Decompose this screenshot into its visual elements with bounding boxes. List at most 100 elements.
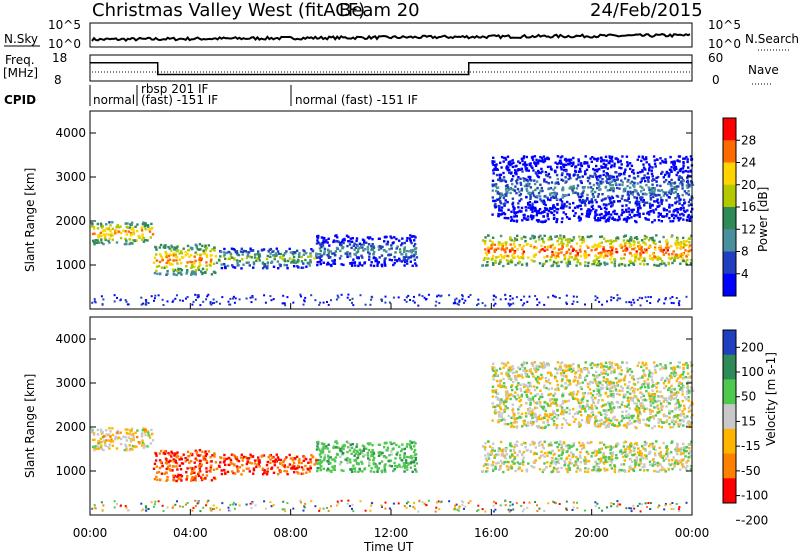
power-echo-cell: [522, 257, 525, 260]
power-echo-cell: [591, 193, 594, 196]
velocity-echo-cell: [592, 451, 595, 454]
velocity-echo-cell: [395, 453, 398, 456]
power-echo-cell: [586, 193, 589, 197]
velocity-echo-cell: [532, 466, 535, 469]
power-echo-cell: [102, 242, 105, 246]
velocity-echo-cell: [626, 396, 630, 400]
power-echo-cell: [652, 155, 656, 158]
velocity-echo-cell: [233, 472, 237, 475]
velocity-echo-cell: [518, 467, 521, 470]
power-noise-cell: [120, 298, 122, 301]
power-echo-cell: [534, 188, 537, 192]
power-echo-cell: [318, 247, 322, 250]
velocity-echo-cell: [641, 375, 644, 378]
power-echo-cell: [615, 239, 618, 242]
power-echo-cell: [651, 221, 654, 224]
power-echo-cell: [410, 251, 413, 254]
power-echo-cell: [512, 205, 515, 208]
velocity-echo-cell: [595, 451, 598, 454]
power-echo-cell: [673, 257, 677, 260]
velocity-echo-cell: [320, 465, 323, 468]
velocity-echo-cell: [177, 473, 180, 477]
power-echo-cell: [623, 242, 627, 245]
power-echo-cell: [656, 255, 659, 259]
velocity-echo-cell: [405, 461, 408, 465]
power-echo-cell: [99, 231, 102, 235]
power-noise-cell: [292, 301, 295, 304]
velocity-echo-cell: [144, 445, 147, 448]
velocity-echo-cell: [396, 451, 399, 454]
velocity-echo-cell: [338, 449, 342, 452]
power-echo-cell: [178, 258, 181, 261]
velocity-echo-cell: [647, 416, 650, 420]
power-echo-cell: [336, 240, 339, 243]
velocity-echo-cell: [521, 365, 524, 369]
power-echo-cell: [535, 214, 538, 217]
power-echo-cell: [608, 155, 611, 158]
power-echo-cell: [399, 251, 402, 254]
velocity-echo-cell: [128, 444, 131, 447]
velocity-echo-cell: [545, 465, 548, 469]
velocity-echo-cell: [375, 465, 379, 469]
power-echo-cell: [599, 176, 602, 179]
velocity-echo-cell: [608, 361, 611, 364]
power-echo-cell: [211, 248, 214, 251]
velocity-echo-cell: [339, 455, 342, 459]
power-echo-cell: [584, 204, 587, 207]
velocity-echo-cell: [586, 399, 589, 403]
power-echo-cell: [629, 252, 632, 255]
power-echo-cell: [636, 171, 640, 175]
velocity-echo-cell: [485, 459, 489, 462]
velocity-echo-cell: [618, 378, 621, 382]
velocity-echo-cell: [171, 469, 174, 472]
power-echo-cell: [522, 155, 526, 158]
power-echo-cell: [528, 204, 531, 207]
power-noise-cell: [116, 296, 118, 299]
power-echo-cell: [537, 160, 540, 163]
power-echo-cell: [569, 158, 573, 161]
power-echo-cell: [550, 181, 554, 184]
velocity-echo-cell: [595, 464, 599, 467]
power-echo-cell: [574, 212, 577, 215]
velocity-echo-cell: [662, 454, 666, 458]
power-echo-cell: [559, 166, 563, 169]
velocity-echo-cell: [529, 381, 532, 385]
power-echo-cell: [610, 255, 613, 258]
power-echo-cell: [686, 158, 689, 161]
power-echo-cell: [349, 255, 352, 258]
power-echo-cell: [656, 198, 659, 201]
power-noise-cell: [140, 303, 143, 306]
power-echo-cell: [379, 245, 382, 248]
velocity-echo-cell: [111, 427, 114, 430]
power-echo-cell: [640, 190, 643, 193]
velocity-echo-cell: [639, 460, 642, 463]
velocity-echo-cell: [401, 443, 404, 446]
velocity-echo-cell: [185, 478, 188, 481]
power-echo-cell: [295, 249, 299, 252]
power-echo-cell: [518, 199, 521, 203]
velocity-echo-cell: [384, 441, 387, 445]
power-echo-cell: [599, 245, 602, 248]
power-echo-cell: [599, 235, 602, 239]
power-noise-cell: [337, 296, 340, 299]
power-echo-cell: [531, 190, 535, 193]
velocity-echo-cell: [649, 404, 653, 407]
velocity-echo-cell: [564, 382, 567, 385]
velocity-echo-cell: [571, 415, 575, 418]
power-echo-cell: [652, 209, 655, 212]
velocity-echo-cell: [506, 361, 510, 364]
velocity-echo-cell: [315, 460, 318, 464]
velocity-echo-cell: [645, 457, 648, 460]
velocity-echo-cell: [356, 456, 360, 459]
power-echo-cell: [412, 244, 416, 248]
power-echo-cell: [670, 190, 673, 193]
power-noise-cell: [142, 302, 145, 305]
power-echo-cell: [271, 250, 274, 253]
power-echo-cell: [565, 180, 568, 183]
power-echo-cell: [685, 263, 688, 266]
power-echo-cell: [630, 216, 633, 219]
power-echo-cell: [504, 180, 508, 183]
power-echo-cell: [409, 260, 412, 263]
velocity-echo-cell: [673, 465, 676, 468]
power-echo-cell: [170, 249, 173, 252]
